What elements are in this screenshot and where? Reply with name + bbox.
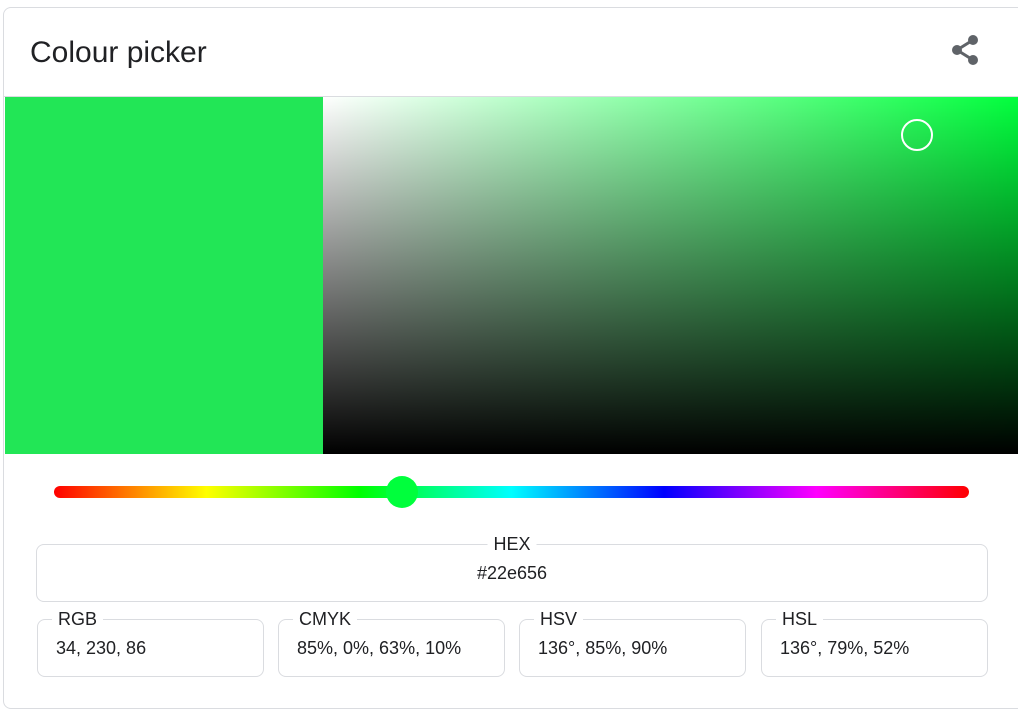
cmyk-field: CMYK [278,608,505,677]
hsv-label: HSV [534,608,584,630]
hsl-label: HSL [776,608,824,630]
widget-title: Colour picker [30,36,207,69]
saturation-value-handle[interactable] [901,119,933,151]
header-divider [4,96,1018,97]
colour-preview-swatch [5,97,323,454]
cmyk-label: CMYK [293,608,358,630]
saturation-value-picker[interactable] [323,97,1018,454]
hsv-field: HSV [519,608,746,677]
cmyk-input[interactable] [297,638,497,659]
hex-field: HEX [36,533,988,602]
hue-slider-thumb[interactable] [386,476,418,508]
rgb-input[interactable] [56,638,256,659]
hue-slider[interactable] [54,486,969,498]
hsv-input[interactable] [538,638,738,659]
rgb-field: RGB [37,608,264,677]
hex-label: HEX [487,533,537,555]
share-icon[interactable] [948,32,984,68]
hex-input[interactable] [37,563,987,584]
hsl-field: HSL [761,608,988,677]
hsl-input[interactable] [780,638,980,659]
colour-picker-card: Colour picker HEX RGB CMYK HSV HSL [3,7,1018,709]
rgb-label: RGB [52,608,104,630]
